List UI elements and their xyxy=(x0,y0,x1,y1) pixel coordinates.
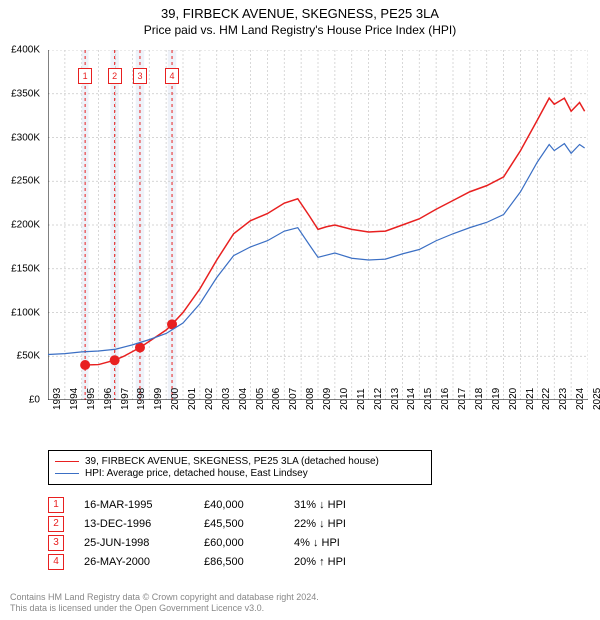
x-axis-label: 2006 xyxy=(271,388,282,410)
x-axis-label: 2017 xyxy=(457,388,468,410)
transaction-date: 25-JUN-1998 xyxy=(84,537,204,549)
footer-line: Contains HM Land Registry data © Crown c… xyxy=(10,592,319,603)
price-chart xyxy=(48,50,588,400)
transaction-price: £86,500 xyxy=(204,556,294,568)
x-axis-label: 2025 xyxy=(592,388,600,410)
transaction-marker: 3 xyxy=(133,68,147,84)
x-axis-label: 2008 xyxy=(305,388,316,410)
x-axis-label: 1996 xyxy=(103,388,114,410)
footer-attribution: Contains HM Land Registry data © Crown c… xyxy=(10,592,319,615)
legend-label: 39, FIRBECK AVENUE, SKEGNESS, PE25 3LA (… xyxy=(85,456,379,467)
transaction-marker-ref: 2 xyxy=(48,516,64,532)
transaction-diff: 22% ↓ HPI xyxy=(294,518,374,530)
transaction-marker-ref: 3 xyxy=(48,535,64,551)
x-axis-label: 2019 xyxy=(491,388,502,410)
transaction-row: 2 13-DEC-1996£45,50022% ↓ HPI xyxy=(48,514,374,533)
x-axis-label: 1995 xyxy=(86,388,97,410)
y-axis-label: £0 xyxy=(0,395,40,406)
x-axis-label: 2002 xyxy=(204,388,215,410)
transaction-row: 4 26-MAY-2000£86,50020% ↑ HPI xyxy=(48,552,374,571)
legend-item: 39, FIRBECK AVENUE, SKEGNESS, PE25 3LA (… xyxy=(55,456,425,467)
x-axis-label: 2016 xyxy=(440,388,451,410)
transaction-row: 1 16-MAR-1995£40,00031% ↓ HPI xyxy=(48,495,374,514)
transaction-price: £60,000 xyxy=(204,537,294,549)
y-axis-label: £350K xyxy=(0,88,40,99)
transaction-marker-ref: 1 xyxy=(48,497,64,513)
x-axis-label: 2005 xyxy=(255,388,266,410)
transaction-diff: 31% ↓ HPI xyxy=(294,499,374,511)
x-axis-label: 2018 xyxy=(474,388,485,410)
y-axis-label: £150K xyxy=(0,263,40,274)
y-axis-label: £300K xyxy=(0,132,40,143)
x-axis-label: 1999 xyxy=(153,388,164,410)
transactions-table: 1 16-MAR-1995£40,00031% ↓ HPI 2 13-DEC-1996… xyxy=(48,495,374,571)
transaction-marker-ref: 4 xyxy=(48,554,64,570)
y-axis-label: £50K xyxy=(0,351,40,362)
x-axis-label: 2004 xyxy=(238,388,249,410)
transaction-marker: 4 xyxy=(165,68,179,84)
x-axis-label: 2001 xyxy=(187,388,198,410)
chart-subtitle: Price paid vs. HM Land Registry's House … xyxy=(0,21,600,37)
x-axis-label: 2023 xyxy=(558,388,569,410)
transaction-marker: 2 xyxy=(108,68,122,84)
x-axis-label: 2021 xyxy=(525,388,536,410)
x-axis-label: 1998 xyxy=(136,388,147,410)
x-axis-label: 1994 xyxy=(69,388,80,410)
transaction-price: £45,500 xyxy=(204,518,294,530)
x-axis-label: 2015 xyxy=(423,388,434,410)
legend-swatch xyxy=(55,461,79,462)
x-axis-label: 2009 xyxy=(322,388,333,410)
transaction-diff: 20% ↑ HPI xyxy=(294,556,374,568)
x-axis-label: 2000 xyxy=(170,388,181,410)
transaction-diff: 4% ↓ HPI xyxy=(294,537,374,549)
x-axis-label: 2024 xyxy=(575,388,586,410)
legend-swatch xyxy=(55,473,79,474)
legend: 39, FIRBECK AVENUE, SKEGNESS, PE25 3LA (… xyxy=(48,450,432,485)
x-axis-label: 2007 xyxy=(288,388,299,410)
x-axis-label: 2011 xyxy=(356,388,367,410)
x-axis-label: 2022 xyxy=(541,388,552,410)
y-axis-label: £200K xyxy=(0,220,40,231)
legend-label: HPI: Average price, detached house, East… xyxy=(85,468,308,479)
transaction-date: 16-MAR-1995 xyxy=(84,499,204,511)
x-axis-label: 2013 xyxy=(390,388,401,410)
legend-item: HPI: Average price, detached house, East… xyxy=(55,468,425,479)
x-axis-label: 2012 xyxy=(373,388,384,410)
x-axis-label: 2003 xyxy=(221,388,232,410)
footer-line: This data is licensed under the Open Gov… xyxy=(10,603,319,614)
transaction-price: £40,000 xyxy=(204,499,294,511)
transaction-marker: 1 xyxy=(78,68,92,84)
x-axis-label: 2020 xyxy=(508,388,519,410)
x-axis-label: 1993 xyxy=(52,388,63,410)
y-axis-label: £400K xyxy=(0,45,40,56)
y-axis-label: £250K xyxy=(0,176,40,187)
x-axis-label: 2014 xyxy=(406,388,417,410)
chart-title: 39, FIRBECK AVENUE, SKEGNESS, PE25 3LA xyxy=(0,0,600,21)
x-axis-label: 1997 xyxy=(120,388,131,410)
transaction-date: 13-DEC-1996 xyxy=(84,518,204,530)
transaction-row: 3 25-JUN-1998£60,0004% ↓ HPI xyxy=(48,533,374,552)
y-axis-label: £100K xyxy=(0,307,40,318)
x-axis-label: 2010 xyxy=(339,388,350,410)
transaction-date: 26-MAY-2000 xyxy=(84,556,204,568)
